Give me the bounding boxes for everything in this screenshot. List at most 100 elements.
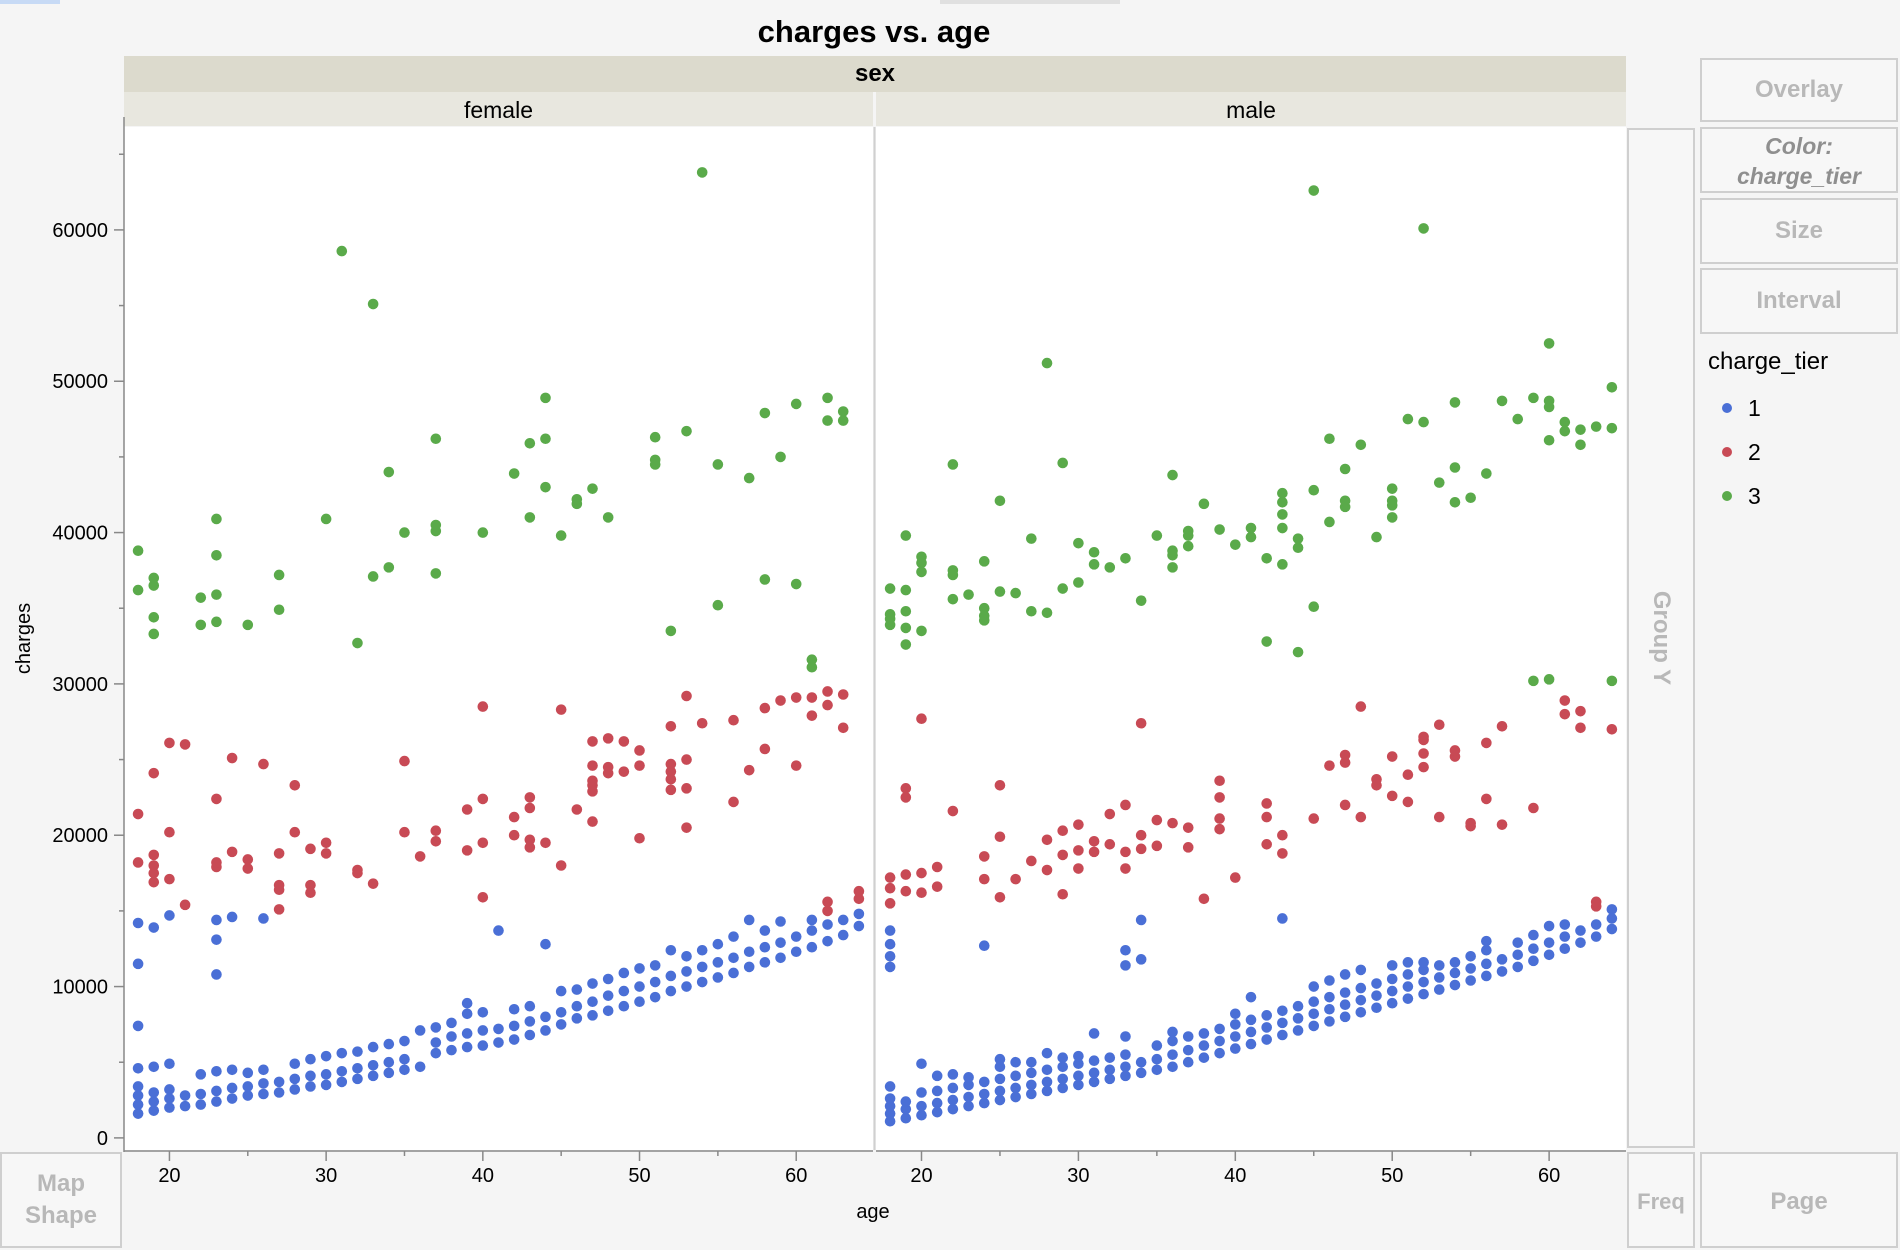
data-point-tier-1 [1151, 1053, 1163, 1065]
data-point-tier-3 [1010, 587, 1021, 599]
color-drop-zone[interactable]: Color: charge_tier [1700, 127, 1898, 193]
data-point-tier-2 [1433, 719, 1445, 731]
data-point-tier-2 [1339, 749, 1351, 761]
legend-item-3[interactable]: 3 [1708, 474, 1828, 518]
data-point-tier-1 [1245, 1014, 1257, 1026]
data-point-tier-1 [665, 944, 677, 956]
data-point-tier-1 [446, 1044, 457, 1056]
data-point-tier-2 [1402, 769, 1414, 780]
data-point-tier-1 [931, 1106, 943, 1118]
data-point-tier-2 [1277, 829, 1288, 841]
data-point-tier-3 [978, 610, 990, 622]
data-point-tier-1 [242, 1067, 254, 1079]
data-point-tier-1 [1386, 997, 1398, 1009]
data-point-tier-1 [555, 985, 567, 997]
data-point-tier-1 [1261, 1022, 1272, 1033]
data-point-tier-1 [681, 981, 692, 992]
window-tab-active[interactable] [0, 0, 60, 4]
data-point-tier-2 [822, 896, 833, 908]
legend-label-3: 3 [1748, 482, 1761, 509]
data-point-tier-2 [179, 739, 191, 750]
data-point-tier-1 [696, 976, 708, 988]
x-tick-label: 50 [1381, 1165, 1403, 1187]
data-point-tier-1 [242, 1081, 254, 1092]
data-point-tier-1 [1575, 925, 1586, 936]
data-point-tier-2 [148, 876, 160, 888]
data-point-tier-1 [1386, 985, 1398, 997]
size-drop-zone[interactable]: Size [1700, 198, 1898, 264]
map-shape-drop-zone[interactable]: Map Shape [0, 1152, 122, 1248]
data-point-tier-2 [1386, 751, 1398, 762]
data-point-tier-3 [211, 589, 222, 600]
data-point-tier-3 [1026, 605, 1037, 617]
data-point-tier-1 [1308, 981, 1320, 992]
data-point-tier-1 [414, 1061, 426, 1073]
data-point-tier-2 [1214, 775, 1225, 787]
data-point-tier-3 [148, 580, 160, 591]
data-point-tier-1 [900, 1096, 912, 1107]
data-point-tier-1 [1418, 957, 1429, 968]
data-point-tier-3 [1339, 495, 1351, 507]
legend-item-1[interactable]: 1 [1708, 386, 1828, 430]
interval-drop-zone[interactable]: Interval [1700, 268, 1898, 334]
data-point-tier-1 [1182, 1056, 1194, 1068]
data-point-tier-1 [1041, 1085, 1053, 1097]
data-point-tier-1 [289, 1073, 301, 1085]
data-point-tier-1 [806, 925, 818, 936]
data-point-tier-2 [1481, 737, 1492, 749]
data-point-tier-1 [884, 1100, 896, 1112]
data-point-tier-1 [132, 1099, 144, 1110]
data-point-tier-2 [602, 761, 614, 773]
data-point-tier-1 [383, 1038, 395, 1050]
data-point-tier-3 [790, 578, 802, 590]
data-point-tier-2 [1371, 773, 1382, 785]
overlay-drop-zone[interactable]: Overlay [1700, 58, 1898, 122]
legend-label-1: 1 [1748, 394, 1761, 421]
data-point-tier-1 [963, 1079, 974, 1091]
data-point-tier-3 [383, 466, 395, 478]
y-tick-label: 0 [97, 1128, 108, 1150]
data-point-tier-1 [884, 950, 896, 962]
data-point-tier-1 [884, 1108, 896, 1119]
data-point-tier-2 [1528, 802, 1539, 814]
data-point-tier-2 [1167, 817, 1178, 829]
legend-item-2[interactable]: 2 [1708, 430, 1828, 474]
data-point-tier-1 [775, 952, 786, 964]
data-point-tier-3 [1386, 495, 1398, 507]
data-point-tier-1 [540, 1011, 551, 1023]
data-point-tier-3 [1339, 463, 1351, 475]
data-point-tier-2 [1057, 825, 1069, 836]
page-drop-zone[interactable]: Page [1700, 1152, 1898, 1248]
data-point-tier-2 [1010, 873, 1021, 885]
data-point-tier-1 [367, 1041, 379, 1053]
data-point-tier-3 [1355, 439, 1367, 451]
data-point-tier-1 [383, 1056, 395, 1068]
data-point-tier-1 [211, 969, 222, 980]
data-point-tier-3 [900, 530, 912, 541]
data-point-tier-3 [712, 599, 724, 611]
data-point-tier-2 [399, 826, 410, 838]
data-point-tier-2 [1575, 722, 1586, 734]
data-point-tier-1 [1324, 1016, 1335, 1027]
data-point-tier-2 [179, 899, 191, 911]
data-point-tier-2 [1073, 863, 1084, 874]
y-tick-label: 40000 [52, 523, 108, 545]
group-y-drop-zone[interactable]: Group Y [1627, 128, 1695, 1148]
data-point-tier-1 [320, 1050, 332, 1062]
data-point-tier-3 [524, 437, 536, 449]
group-x-header[interactable]: sex [124, 56, 1626, 93]
data-point-tier-1 [1135, 1067, 1147, 1079]
data-point-tier-1 [1324, 975, 1335, 986]
data-point-tier-3 [1261, 636, 1272, 647]
freq-drop-zone[interactable]: Freq [1627, 1152, 1695, 1248]
window-tab[interactable] [940, 0, 1120, 4]
data-point-tier-1 [477, 1025, 489, 1036]
data-point-tier-1 [806, 941, 818, 953]
data-point-tier-1 [1104, 1064, 1116, 1076]
data-point-tier-3 [1559, 425, 1571, 437]
data-point-tier-2 [822, 699, 833, 711]
data-point-tier-1 [352, 1046, 363, 1057]
data-point-tier-1 [759, 925, 771, 936]
data-point-tier-2 [148, 860, 160, 871]
data-point-tier-2 [555, 860, 567, 871]
